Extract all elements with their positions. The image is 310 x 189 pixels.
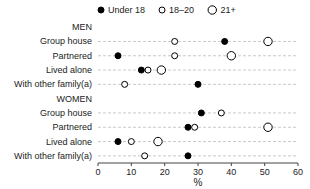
dot <box>227 52 235 60</box>
x-tick <box>164 163 165 166</box>
x-tick <box>98 163 99 166</box>
category-label: Partnered <box>52 122 92 132</box>
x-tick <box>231 163 232 166</box>
x-tick-label: 60 <box>293 167 303 177</box>
x-tick-label: 10 <box>126 167 136 177</box>
legend: Under 18 18–20 21+ <box>98 5 236 15</box>
category-label: Lived alone <box>46 65 92 75</box>
chart: MEN Group house Partnered Lived alone With o… <box>0 0 310 189</box>
x-tick-label: 20 <box>160 167 170 177</box>
dot <box>115 53 121 59</box>
category-label: With other family(a) <box>14 151 92 161</box>
dot <box>264 123 272 131</box>
category-label: Group house <box>40 36 92 46</box>
dot <box>195 81 201 87</box>
category-label: With other family(a) <box>14 79 92 89</box>
legend-label: 18–20 <box>169 5 194 15</box>
category-label: WOMEN <box>57 94 93 104</box>
legend-symbol <box>98 7 104 13</box>
legend-label: 21+ <box>220 5 235 15</box>
dot <box>128 139 134 145</box>
row-guide <box>98 155 298 156</box>
x-axis-label: % <box>194 177 203 188</box>
marks <box>115 37 272 159</box>
dot <box>192 124 198 130</box>
x-tick-label: 30 <box>193 167 203 177</box>
legend-symbol <box>159 7 165 13</box>
dot <box>222 38 228 44</box>
x-tick <box>264 163 265 166</box>
category-label: Lived alone <box>46 137 92 147</box>
row-guide <box>98 55 298 56</box>
legend-label: Under 18 <box>108 5 145 15</box>
dot <box>198 110 204 116</box>
dot <box>218 110 224 116</box>
x-tick-label: 50 <box>260 167 270 177</box>
dot <box>154 137 162 145</box>
category-label: Group house <box>40 108 92 118</box>
dot <box>157 66 165 74</box>
dot <box>122 81 128 87</box>
legend-symbol <box>208 6 216 14</box>
dot <box>145 67 151 73</box>
dot <box>185 124 191 130</box>
row-guide <box>98 70 298 71</box>
dot <box>172 38 178 44</box>
x-tick-label: 40 <box>226 167 236 177</box>
category-label: Partnered <box>52 51 92 61</box>
x-tick <box>298 163 299 166</box>
dot <box>142 153 148 159</box>
x-tick <box>198 163 199 166</box>
x-tick-label: 0 <box>95 167 100 177</box>
dot <box>264 37 272 45</box>
category-label: MEN <box>72 22 92 32</box>
dot <box>138 67 144 73</box>
dot <box>115 139 121 145</box>
x-tick <box>131 163 132 166</box>
dot <box>172 53 178 59</box>
dot <box>185 153 191 159</box>
